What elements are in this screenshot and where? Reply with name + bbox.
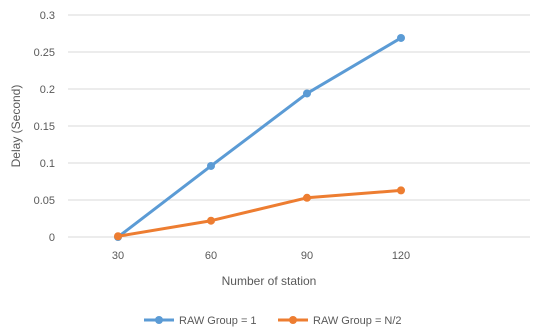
y-tick-label: 0.1 — [40, 158, 55, 170]
series-line-1 — [116, 36, 403, 239]
x-tick-label: 120 — [392, 250, 410, 262]
data-point — [303, 193, 311, 202]
y-tick-label: 0.05 — [34, 195, 55, 207]
y-tick-label: 0.3 — [40, 10, 55, 22]
y-tick-labels: 0 0.05 0.1 0.15 0.2 0.25 0.3 — [34, 10, 55, 244]
y-tick-label: 0.15 — [34, 121, 55, 133]
legend-entry-label: RAW Group = N/2 — [313, 315, 402, 327]
data-point — [303, 89, 311, 98]
x-tick-label: 60 — [205, 250, 217, 262]
data-point — [397, 33, 405, 42]
legend-entry-label: RAW Group = 1 — [179, 315, 257, 327]
data-point — [114, 232, 122, 241]
legend-swatch-marker — [155, 316, 163, 324]
x-tick-label: 30 — [112, 250, 124, 262]
x-axis-label: Number of station — [222, 274, 317, 288]
series-line-2 — [116, 188, 403, 238]
legend: RAW Group = 1 RAW Group = N/2 — [144, 315, 402, 327]
x-tick-label: 90 — [301, 250, 313, 262]
legend-swatch-marker — [289, 316, 297, 324]
x-tick-labels: 30 60 90 120 — [112, 250, 410, 262]
gridlines — [68, 14, 530, 238]
data-point — [207, 216, 215, 225]
series-lines — [114, 33, 405, 241]
y-tick-label: 0.25 — [34, 47, 55, 59]
y-axis-label: Delay (Second) — [9, 85, 23, 168]
y-tick-label: 0 — [49, 232, 55, 244]
data-point — [397, 186, 405, 195]
y-tick-label: 0.2 — [40, 84, 55, 96]
data-point — [207, 161, 215, 170]
